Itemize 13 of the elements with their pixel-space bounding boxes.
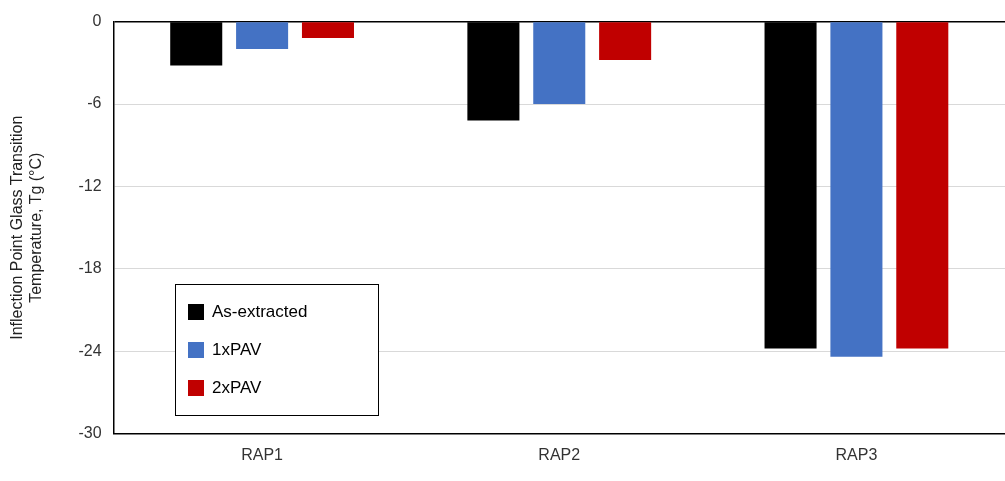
x-tick-label: RAP3: [835, 445, 878, 463]
y-tick-label: -6: [87, 94, 102, 112]
x-tick-label: RAP2: [538, 445, 581, 463]
legend-label: 2xPAV: [212, 378, 262, 398]
y-axis-title: Inflection Point Glass Transition Temperature, Tg (°C): [8, 115, 45, 340]
legend-label: As-extracted: [212, 302, 308, 322]
legend-label: 1xPAV: [212, 340, 262, 360]
y-tick-label: -18: [78, 259, 102, 277]
y-tick-label: 0: [92, 12, 102, 30]
x-tick-label: RAP1: [241, 445, 284, 463]
y-tick-label: -12: [78, 176, 102, 194]
y-tick-label: -30: [78, 424, 102, 442]
y-tick-label: -24: [78, 341, 102, 359]
